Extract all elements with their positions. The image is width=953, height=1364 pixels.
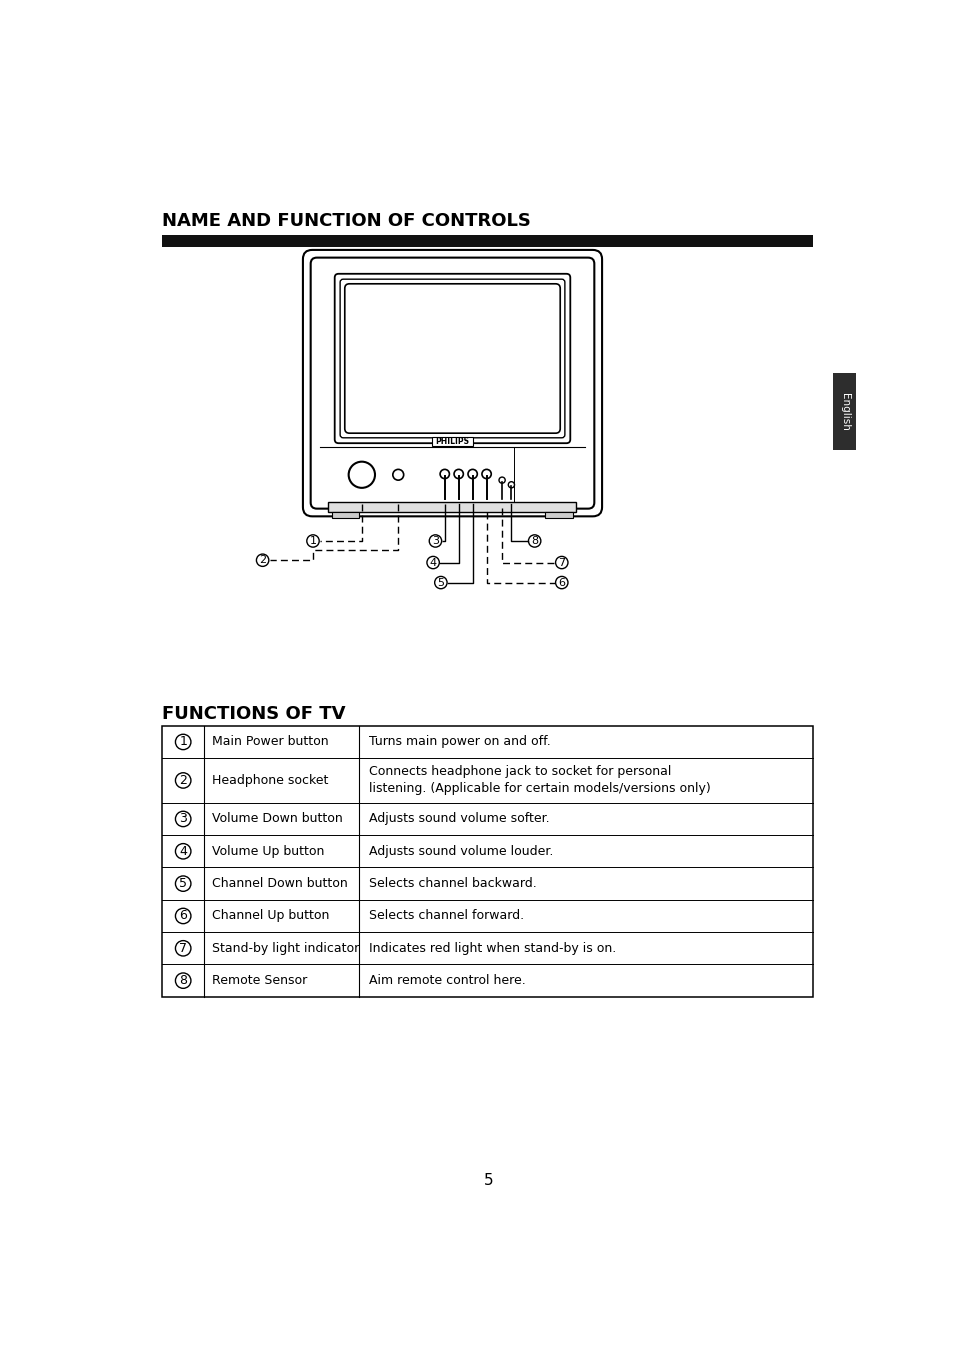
Text: NAME AND FUNCTION OF CONTROLS: NAME AND FUNCTION OF CONTROLS <box>162 213 530 231</box>
Text: 3: 3 <box>432 536 438 546</box>
Text: Channel Up button: Channel Up button <box>212 910 330 922</box>
Text: 5: 5 <box>436 577 444 588</box>
Text: 6: 6 <box>558 577 565 588</box>
Text: FUNCTIONS OF TV: FUNCTIONS OF TV <box>162 705 345 723</box>
Text: Indicates red light when stand-by is on.: Indicates red light when stand-by is on. <box>369 941 616 955</box>
Text: Volume Down button: Volume Down button <box>212 813 343 825</box>
Text: Channel Down button: Channel Down button <box>212 877 348 891</box>
Text: 7: 7 <box>558 558 565 567</box>
Bar <box>432 436 472 446</box>
Text: Connects headphone jack to socket for personal
listening. (Applicable for certai: Connects headphone jack to socket for pe… <box>369 765 710 795</box>
Text: 8: 8 <box>531 536 537 546</box>
Text: Selects channel forward.: Selects channel forward. <box>369 910 523 922</box>
Text: Aim remote control here.: Aim remote control here. <box>369 974 525 988</box>
Bar <box>162 235 812 247</box>
FancyBboxPatch shape <box>303 250 601 517</box>
Text: Main Power button: Main Power button <box>212 735 329 749</box>
Text: 7: 7 <box>179 941 187 955</box>
Text: Turns main power on and off.: Turns main power on and off. <box>369 735 550 749</box>
Text: Adjusts sound volume softer.: Adjusts sound volume softer. <box>369 813 549 825</box>
Text: English: English <box>839 393 849 431</box>
Text: 6: 6 <box>179 910 187 922</box>
Text: 5: 5 <box>483 1173 494 1188</box>
Text: 2: 2 <box>179 773 187 787</box>
FancyBboxPatch shape <box>340 280 564 438</box>
Text: 4: 4 <box>429 558 436 567</box>
Text: Stand-by light indicator: Stand-by light indicator <box>212 941 359 955</box>
Bar <box>545 512 572 518</box>
Text: 4: 4 <box>179 844 187 858</box>
Text: 8: 8 <box>179 974 187 988</box>
Bar <box>328 502 576 512</box>
Text: PHILIPS: PHILIPS <box>435 436 469 446</box>
Text: 5: 5 <box>179 877 187 891</box>
Text: 3: 3 <box>179 813 187 825</box>
Text: 2: 2 <box>259 555 266 565</box>
Text: Adjusts sound volume louder.: Adjusts sound volume louder. <box>369 844 553 858</box>
Text: 1: 1 <box>179 735 187 749</box>
Text: Headphone socket: Headphone socket <box>212 773 328 787</box>
Bar <box>832 374 856 450</box>
Text: Volume Up button: Volume Up button <box>212 844 324 858</box>
FancyBboxPatch shape <box>344 284 559 434</box>
FancyBboxPatch shape <box>311 258 594 509</box>
Bar <box>332 512 359 518</box>
Text: 1: 1 <box>309 536 316 546</box>
Text: Remote Sensor: Remote Sensor <box>212 974 307 988</box>
FancyBboxPatch shape <box>335 274 570 443</box>
Bar <box>162 726 812 997</box>
Text: Selects channel backward.: Selects channel backward. <box>369 877 536 891</box>
